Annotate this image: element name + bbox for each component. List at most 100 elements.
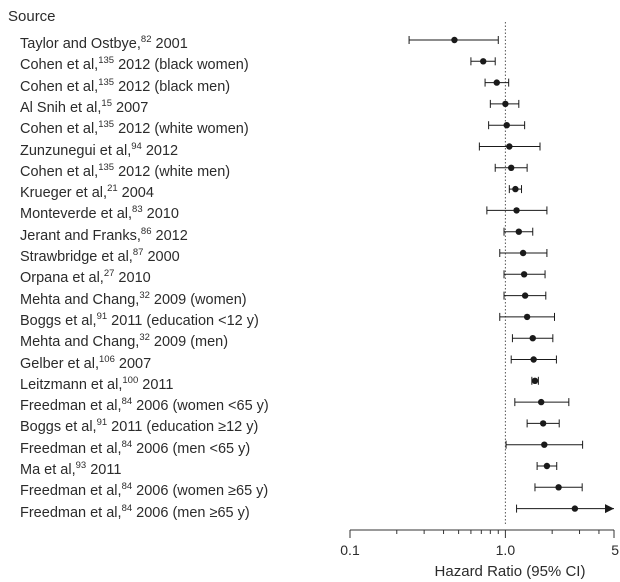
study-detail: 2000: [143, 248, 180, 265]
study-detail: 2012: [141, 142, 179, 159]
study-name: Boggs et al,: [20, 419, 97, 436]
study-label: Freedman et al,84 2006 (women ≥65 y): [20, 478, 268, 500]
study-reference: 21: [107, 183, 118, 195]
point-estimate: [519, 249, 527, 257]
point-estimate: [531, 377, 539, 384]
point-estimate: [513, 207, 520, 214]
study-label: Al Snih et al,15 2007: [20, 95, 148, 117]
study-reference: 83: [132, 204, 143, 216]
study-name: Zunzunegui et al,: [20, 142, 132, 159]
study-reference: 84: [121, 481, 133, 493]
study-reference: 84: [121, 502, 133, 514]
study-name: Freedman et al,: [20, 483, 122, 500]
point-estimate: [480, 58, 487, 65]
point-estimate: [541, 441, 548, 448]
study-name: Strawbridge et al,: [20, 248, 133, 265]
point-estimate: [537, 398, 545, 406]
point-estimate: [539, 420, 547, 427]
point-estimate: [451, 36, 458, 44]
source-column-header: Source: [8, 8, 56, 25]
study-reference: 91: [96, 417, 108, 429]
study-label: Taylor and Ostbye,82 2001: [20, 31, 188, 53]
study-detail: 2001: [151, 35, 188, 52]
study-detail: 2012 (black men): [114, 78, 231, 95]
study-label: Jerant and Franks,86 2012: [20, 223, 188, 245]
study-detail: 2006 (women ≥65 y): [132, 483, 269, 500]
study-name: Cohen et al,: [20, 57, 99, 74]
study-detail: 2011 (education ≥12 y): [107, 419, 259, 436]
study-name: Monteverde et al,: [20, 206, 133, 223]
point-estimate: [512, 185, 519, 193]
study-reference: 91: [96, 310, 108, 322]
study-name: Leitzmann et al,: [20, 376, 123, 393]
study-label: Strawbridge et al,87 2000: [20, 244, 180, 266]
study-reference: 32: [139, 289, 150, 301]
study-name: Mehta and Chang,: [20, 334, 140, 351]
study-label: Cohen et al,135 2012 (black men): [20, 74, 230, 96]
study-label: Zunzunegui et al,94 2012: [20, 138, 178, 160]
study-label: Krueger et al,21 2004: [20, 180, 154, 202]
study-name: Boggs et al,: [20, 312, 97, 329]
study-detail: 2006 (women <65 y): [132, 397, 269, 414]
study-name: Gelber et al,: [20, 355, 99, 372]
point-estimate: [520, 271, 528, 278]
study-detail: 2012 (black women): [114, 57, 249, 74]
study-detail: 2009 (women): [149, 291, 247, 308]
x-axis-title: Hazard Ratio (95% CI): [434, 563, 586, 580]
study-label: Cohen et al,135 2012 (white men): [20, 159, 230, 181]
study-reference: 82: [140, 34, 152, 45]
study-reference: 27: [103, 268, 115, 280]
study-reference: 100: [122, 374, 139, 386]
point-estimate: [523, 313, 531, 321]
study-reference: 94: [131, 140, 142, 152]
study-label: Ma et al,93 2011: [20, 457, 121, 479]
study-detail: 2009 (men): [149, 334, 229, 351]
study-name: Mehta and Chang,: [20, 291, 140, 308]
study-label: Leitzmann et al,100 2011: [20, 372, 173, 394]
study-name: Al Snih et al,: [20, 99, 102, 116]
study-label: Orpana et al,27 2010: [20, 265, 151, 287]
study-label: Cohen et al,135 2012 (black women): [20, 52, 249, 74]
study-name: Orpana et al,: [20, 270, 104, 287]
study-name: Ma et al,: [20, 461, 76, 478]
point-estimate: [502, 100, 509, 108]
point-estimate: [515, 228, 523, 235]
study-reference: 93: [75, 460, 87, 471]
point-estimate: [529, 335, 536, 342]
point-estimate: [555, 484, 562, 491]
study-reference: 135: [98, 119, 115, 131]
point-estimate: [508, 164, 515, 171]
study-detail: 2006 (men <65 y): [132, 440, 251, 457]
study-label: Boggs et al,91 2011 (education <12 y): [20, 308, 259, 330]
ci-arrow: [605, 504, 614, 514]
x-tick-label: 0.1: [340, 542, 360, 558]
study-name: Freedman et al,: [20, 504, 122, 521]
study-detail: 2011: [138, 376, 174, 393]
study-detail: 2006 (men ≥65 y): [132, 504, 250, 521]
study-label: Cohen et al,135 2012 (white women): [20, 116, 249, 138]
study-reference: 84: [121, 396, 133, 408]
study-detail: 2004: [117, 184, 154, 201]
study-detail: 2010: [142, 206, 179, 223]
point-estimate: [506, 143, 513, 150]
study-name: Jerant and Franks,: [20, 227, 141, 244]
study-name: Freedman et al,: [20, 397, 122, 414]
point-estimate: [543, 462, 551, 470]
x-tick-label: 5: [611, 542, 619, 558]
study-label: Mehta and Chang,32 2009 (men): [20, 329, 228, 351]
study-label: Freedman et al,84 2006 (women <65 y): [20, 393, 269, 415]
point-estimate: [521, 292, 529, 299]
point-estimate: [571, 505, 579, 512]
point-estimate: [530, 356, 537, 363]
study-detail: 2012 (white men): [114, 163, 231, 180]
point-estimate: [493, 79, 500, 86]
study-detail: 2012: [151, 227, 188, 244]
study-label: Boggs et al,91 2011 (education ≥12 y): [20, 414, 258, 436]
study-reference: 135: [98, 55, 115, 67]
x-tick-label: 1.0: [496, 542, 516, 558]
study-label: Freedman et al,84 2006 (men <65 y): [20, 436, 250, 458]
study-reference: 84: [121, 438, 133, 450]
study-detail: 2011: [86, 461, 122, 478]
study-name: Cohen et al,: [20, 163, 99, 180]
